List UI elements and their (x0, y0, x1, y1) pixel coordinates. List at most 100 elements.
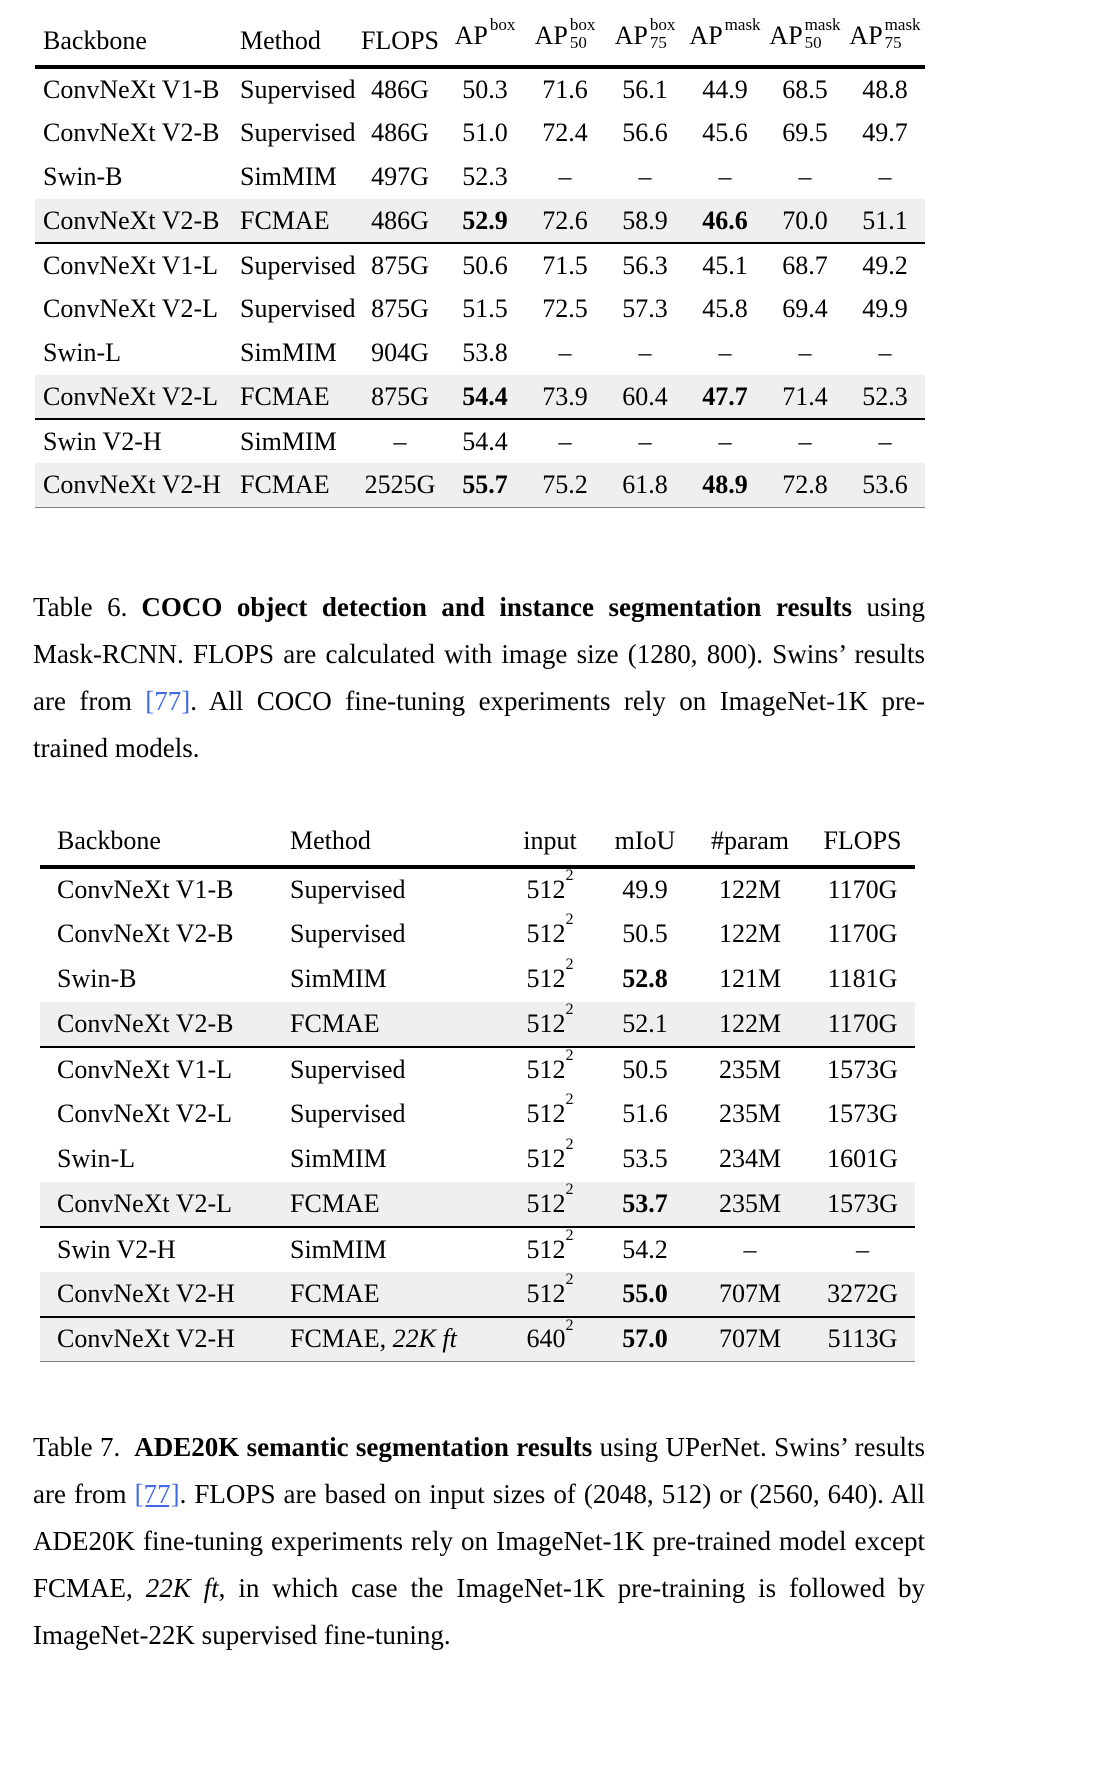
cell-ap-mask-75: 49.7 (862, 118, 908, 148)
cell-flops: 904G (371, 338, 429, 368)
cell-ap-mask-50: 68.7 (782, 250, 828, 280)
citation-link-77[interactable]: [77] (134, 1479, 180, 1510)
table-row: ConvNeXt V2-B Supervised 486G 51.0 72.4 56.6 4… (35, 111, 925, 155)
cell-method: FCMAE (290, 1271, 500, 1318)
cell-flops: 486G (371, 118, 429, 148)
col-header-method: Method (240, 12, 355, 70)
cell-backbone: Swin-L (57, 1144, 135, 1174)
cell-ap-mask: 44.9 (702, 75, 748, 105)
cell-ap-box-50: 72.4 (542, 118, 588, 148)
header-row: Backbone Method input mIoU #param FLOPS (40, 817, 915, 869)
cell-backbone: ConvNeXt V2-B (40, 1001, 290, 1048)
cell-ap-box-50: 75.2 (525, 463, 605, 508)
cell-ap-box-75: 60.4 (605, 375, 685, 421)
cell-backbone: Swin V2-H (57, 1234, 176, 1264)
cell-flops: 1573G (827, 1054, 898, 1084)
cell-ap-mask: 45.1 (702, 250, 748, 280)
citation-link-77[interactable]: [77] (145, 685, 191, 716)
col-header-flops: FLOPS (355, 12, 445, 70)
cell-backbone: ConvNeXt V1-B (43, 75, 220, 105)
col-header-param: #param (690, 817, 810, 869)
cell-param: 234M (718, 1144, 782, 1174)
caption-text: . FLOPS are based on input sizes of (204… (33, 1479, 926, 1604)
cell-flops: 875G (371, 294, 429, 324)
table-row: ConvNeXt V2-H FCMAE 5122 55.0 707M 3272G (40, 1271, 915, 1318)
cell-ap-box-50: 71.5 (542, 250, 588, 280)
col-header-ap-mask: AP mask (685, 12, 765, 70)
table-row: Swin-B SimMIM 5122 52.8 121M 1181G (40, 957, 915, 1002)
caption-label: Table 7. (33, 1432, 121, 1463)
cell-method: Supervised (290, 1054, 406, 1084)
cell-ap-mask: 45.6 (702, 118, 748, 148)
cell-param: 707M (690, 1316, 810, 1363)
cell-method: FCMAE (240, 375, 355, 421)
cell-input: 5122 (526, 1046, 574, 1084)
cell-miou: 50.5 (622, 919, 668, 949)
table-row: Swin-L SimMIM 904G 53.8 – – – – – (35, 331, 925, 375)
cell-backbone: ConvNeXt V2-H (35, 463, 240, 508)
cell-ap-mask-50: 69.5 (782, 118, 828, 148)
cell-backbone: Swin V2-H (43, 426, 162, 456)
col-header-backbone: Backbone (35, 12, 240, 70)
cell-ap-box-75: 61.8 (605, 463, 685, 508)
cell-ap-mask-50: 72.8 (765, 463, 845, 508)
cell-ap-mask-75: – (878, 162, 892, 192)
table-row: Swin V2-H SimMIM – 54.4 – – – – – (35, 419, 925, 463)
cell-param: 235M (718, 1099, 782, 1129)
cell-method: SimMIM (290, 1234, 387, 1264)
cell-miou: 55.0 (600, 1271, 690, 1318)
cell-ap-mask-50: – (798, 426, 812, 456)
caption-text: ADE20K semantic segmentation results (134, 1432, 593, 1463)
cell-method: FCMAE (240, 463, 355, 508)
cell-method: SimMIM (240, 338, 337, 368)
cell-method: FCMAE (240, 199, 355, 245)
cell-method: Supervised (290, 919, 406, 949)
cell-method: SimMIM (290, 964, 387, 994)
cell-ap-mask: – (718, 338, 732, 368)
cell-ap-mask-75: 52.3 (845, 375, 925, 421)
cell-ap-box-50: – (558, 162, 572, 192)
cell-ap-mask-75: – (878, 338, 892, 368)
cell-flops: 1170G (827, 875, 898, 905)
cell-ap-box: 55.7 (445, 463, 525, 508)
cell-ap-box-50: – (558, 338, 572, 368)
cell-ap-box-50: 73.9 (525, 375, 605, 421)
cell-miou: 54.2 (622, 1234, 668, 1264)
cell-miou: 53.5 (622, 1144, 668, 1174)
cell-miou: 53.7 (600, 1181, 690, 1228)
cell-param: 707M (690, 1271, 810, 1318)
cell-flops: 875G (371, 250, 429, 280)
cell-ap-box: 54.4 (462, 426, 508, 456)
table-row: ConvNeXt V1-L Supervised 5122 50.5 235M 1573G (40, 1047, 915, 1092)
caption-text: , in which case the ImageNet-1K pre-trai… (33, 1573, 925, 1651)
cell-ap-mask: 46.6 (685, 199, 765, 245)
paper-page: Backbone Method FLOPS AP box AP box 50 AP box 75 AP… (0, 12, 1102, 1659)
cell-backbone: ConvNeXt V2-B (35, 199, 240, 245)
cell-input: 5122 (500, 1181, 600, 1228)
col-header-flops: FLOPS (810, 817, 915, 869)
cell-ap-box-75: – (638, 426, 652, 456)
cell-flops: 2525G (355, 463, 445, 508)
cell-param: 235M (718, 1054, 782, 1084)
cell-ap-box-75: 58.9 (605, 199, 685, 245)
caption-label: Table 6. (33, 591, 128, 622)
cell-input: 5122 (526, 1226, 574, 1264)
header-supsub: box (489, 15, 516, 35)
cell-input: 5122 (526, 911, 574, 949)
table-row: ConvNeXt V2-B FCMAE 486G 52.9 72.6 58.9 46.6 70… (35, 199, 925, 245)
col-header-backbone: Backbone (40, 817, 290, 869)
col-header-miou: mIoU (600, 817, 690, 869)
cell-ap-mask: 47.7 (685, 375, 765, 421)
cell-ap-mask: – (718, 426, 732, 456)
cell-ap-mask-50: 68.5 (782, 75, 828, 105)
cell-method: Supervised (290, 875, 406, 905)
cell-method: SimMIM (240, 162, 337, 192)
cell-input: 5122 (500, 1001, 600, 1048)
table7-caption: Table 7. ADE20K semantic segmentation res… (33, 1424, 925, 1659)
cell-input: 6402 (500, 1316, 600, 1363)
col-header-method: Method (290, 817, 500, 869)
col-header-ap-box: AP box (445, 12, 525, 70)
cell-param: 122M (718, 919, 782, 949)
cell-ap-box-50: 71.6 (542, 75, 588, 105)
cell-method: Supervised (240, 75, 356, 105)
